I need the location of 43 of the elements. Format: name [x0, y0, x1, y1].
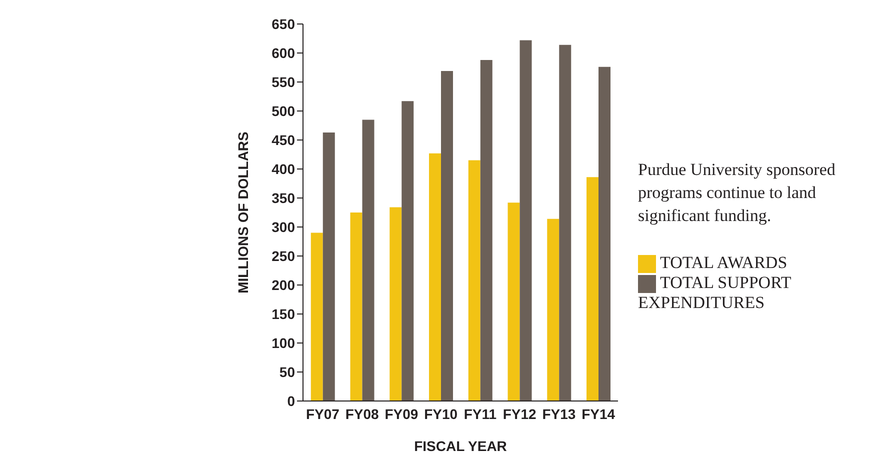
x-tick-label: FY08: [345, 406, 380, 422]
x-tick-label: FY11: [464, 406, 497, 422]
y-tick-label: 450: [272, 132, 296, 148]
x-tick-label: FY10: [424, 406, 458, 422]
x-tick-label: FY09: [384, 406, 418, 422]
text: Purdue University sponsored programs continue to land significant funding.: [638, 159, 836, 227]
bar: [508, 202, 520, 401]
bar: [559, 44, 572, 401]
y-tick-label: 550: [272, 74, 296, 90]
x-tick-label: FY07: [306, 406, 340, 422]
x-tick-label: FY12: [502, 406, 537, 422]
y-tick-label: 100: [272, 334, 296, 351]
y-tick-label: 50: [279, 364, 296, 380]
bar: [310, 232, 323, 401]
bar: [586, 177, 598, 401]
bar: [480, 60, 492, 401]
bar: [598, 66, 610, 401]
bar: [520, 40, 532, 401]
bar: [441, 70, 453, 401]
bar: [547, 218, 560, 401]
x-tick-label: FY14: [582, 406, 616, 422]
bar: [362, 120, 374, 401]
y-axis-title: MILLIONS OF DOLLARS: [234, 132, 251, 294]
legend-label: TOTAL AWARDS: [660, 253, 788, 272]
legend-label: TOTAL SUPPORT EXPENDITURES: [638, 273, 791, 312]
y-tick-label: 650: [272, 16, 296, 32]
y-tick-label: 600: [272, 44, 296, 61]
bar: [402, 101, 414, 401]
bar: [350, 212, 362, 401]
y-tick-label: 150: [272, 306, 296, 322]
x-tick-label: FY13: [542, 406, 576, 422]
y-tick-label: 0: [287, 392, 296, 409]
bar: [429, 153, 441, 401]
y-tick-label: 350: [272, 190, 296, 206]
x-axis-title: FISCAL YEAR: [414, 438, 507, 454]
bar: [322, 132, 335, 401]
y-tick-label: 400: [272, 160, 296, 177]
bar: [468, 160, 480, 401]
y-tick-label: 300: [272, 218, 296, 235]
y-tick-label: 200: [272, 276, 296, 293]
bar: [390, 207, 402, 401]
y-tick-label: 500: [272, 102, 296, 119]
y-tick-label: 250: [272, 248, 296, 264]
